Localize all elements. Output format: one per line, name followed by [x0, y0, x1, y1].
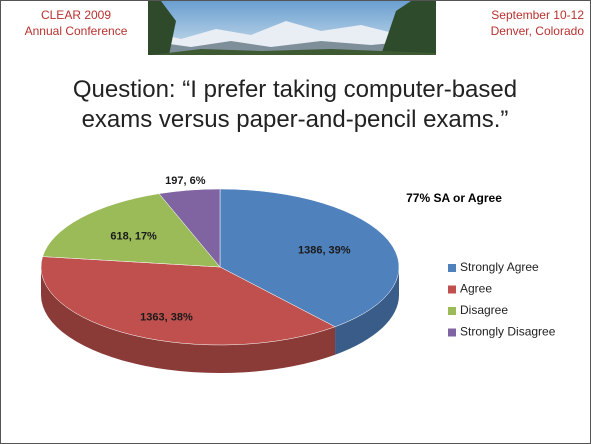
header-text: Annual Conference — [24, 24, 128, 38]
title: Question: “I prefer taking computer-base… — [73, 76, 517, 103]
slice — [40, 256, 336, 346]
value-label: 618, 17% — [110, 231, 157, 243]
legend-swatch — [448, 285, 456, 294]
header-text: Denver, Colorado — [490, 24, 584, 38]
slice-side — [41, 267, 336, 374]
legend-swatch — [448, 307, 456, 315]
legend-label: Agree — [460, 282, 492, 296]
value-label: 1363, 38% — [140, 311, 193, 323]
legend-label: Disagree — [460, 303, 508, 317]
header-text: September 10-12 — [491, 8, 584, 22]
legend-swatch — [448, 264, 456, 272]
annotation: 77% SA or Agree — [406, 191, 502, 205]
slice — [42, 193, 221, 268]
slice — [158, 188, 221, 268]
header-left: CLEAR 2009 Annual Conference — [11, 7, 141, 39]
title: exams versus paper-and-pencil exams.” — [82, 106, 509, 133]
header-right: September 10-12 Denver, Colorado — [454, 7, 584, 39]
header-photo — [148, 1, 436, 55]
header-text: CLEAR 2009 — [40, 8, 112, 22]
slice-side — [335, 267, 399, 355]
value-label: 1386, 39% — [298, 244, 351, 256]
legend-label: Strongly Disagree — [460, 325, 556, 339]
value-label: 197, 6% — [165, 175, 206, 187]
slice — [219, 188, 400, 328]
legend-swatch — [448, 328, 456, 337]
legend-label: Strongly Agree — [460, 260, 539, 274]
